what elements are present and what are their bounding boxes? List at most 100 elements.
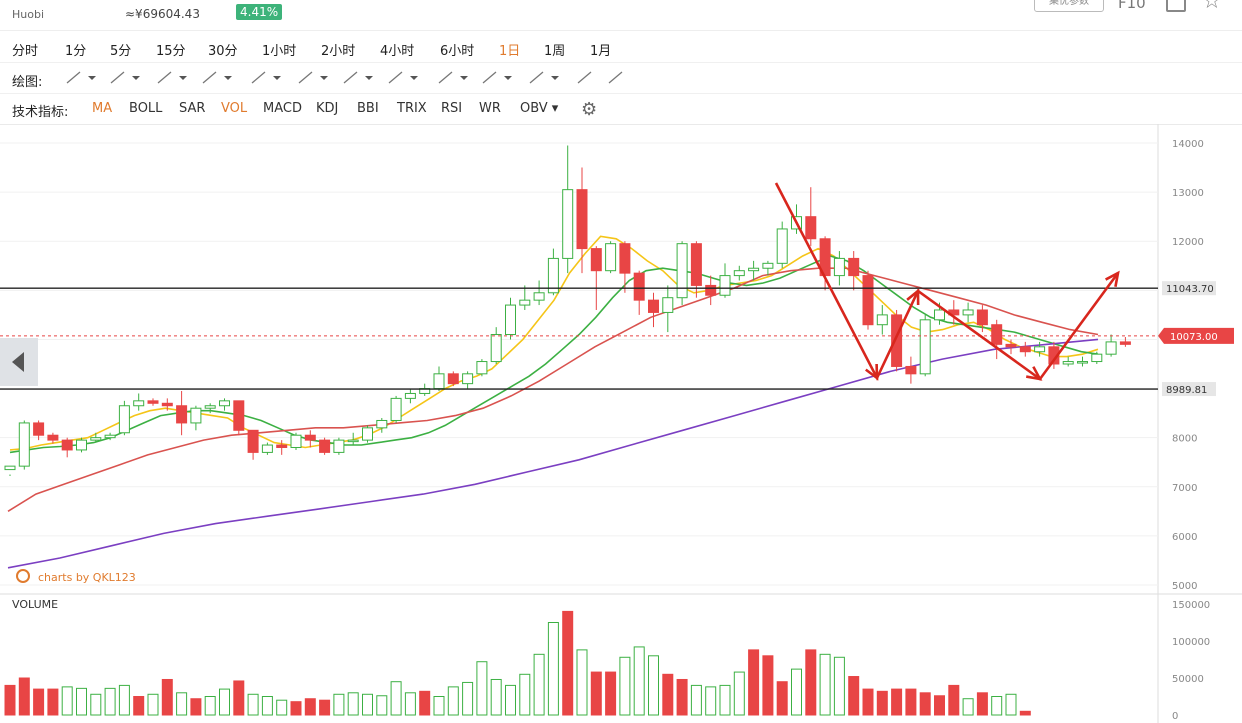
candle-body [633,272,645,301]
candle-body [547,257,559,294]
chart-credit: charts by QKL123 [16,569,136,584]
candle-body [719,275,731,296]
indicator-sar[interactable]: SAR [179,101,206,116]
fav-button[interactable]: 集优参数 [1034,0,1104,12]
volume-bar [662,673,674,716]
candle-body [390,397,402,421]
volume-tick-label: 150000 [1172,600,1210,611]
indicator-trix[interactable]: TRIX [397,101,427,116]
volume-bar [61,686,73,716]
arrow-tool-icon[interactable] [436,69,470,87]
candle-body [905,365,917,375]
drawing-label: 绘图: [12,75,43,90]
volume-bar [304,698,316,716]
indicator-macd[interactable]: MACD [263,101,302,116]
y-tick-label: 12000 [1172,237,1204,248]
price-chart[interactable]: 1400013000120001100010000900080007000600… [0,124,1242,723]
candle-body [662,297,674,313]
cny-price: ≈¥69604.43 [125,7,200,21]
period-tab-0[interactable]: 分时 [12,44,39,59]
candle-body [333,439,345,453]
indicator-ma[interactable]: MA [92,101,113,116]
volume-bar [147,693,159,716]
period-tab-9[interactable]: 1日 [499,44,521,59]
bars-tool-icon[interactable] [575,69,609,87]
channel-tool-icon[interactable] [386,69,420,87]
volume-bar [433,696,445,716]
volume-bar [605,671,617,716]
volume-bar [762,655,774,716]
candle-body [676,243,688,299]
gear-icon[interactable]: ⚙ [581,99,598,120]
candle-body [576,189,588,250]
candle-body [805,216,817,240]
text-tool-icon[interactable] [527,69,561,87]
angle-tool-icon[interactable] [155,69,189,87]
circle-tool-icon[interactable] [200,69,234,87]
scroll-left-button[interactable] [0,338,38,386]
volume-bar [161,678,173,716]
period-tab-7[interactable]: 4小时 [380,44,415,59]
credit-text: charts by QKL123 [38,571,136,584]
fib-tool-icon[interactable] [341,69,375,87]
volume-bar [576,649,588,716]
line-tool-icon[interactable] [64,69,98,87]
ma-line-ma30 [7,267,1099,512]
candle-body [147,400,159,404]
period-tab-10[interactable]: 1周 [544,44,566,59]
volume-bar [991,696,1003,716]
indicator-boll[interactable]: BOLL [129,101,163,116]
period-tab-4[interactable]: 30分 [208,44,238,59]
candle-body [290,434,302,448]
ray-tool-icon[interactable] [108,69,142,87]
volume-tick-label: 100000 [1172,637,1210,648]
screenshot-icon[interactable] [1166,0,1186,12]
candle-body [748,267,760,272]
candle-body [562,189,574,259]
indicator-label: 技术指标: [12,105,69,120]
volume-bar [748,649,760,716]
volume-bar [676,678,688,716]
indicator-vol[interactable]: VOL [221,101,248,116]
trash-icon[interactable] [606,69,640,87]
volume-bar [276,699,288,716]
candle-body [962,309,974,316]
indicator-rsi[interactable]: RSI [441,101,463,116]
candle-body [476,361,488,375]
candle-body [519,299,531,306]
star-icon[interactable]: ☆ [1202,0,1222,14]
annotation-arrowhead [1025,366,1043,381]
volume-bar [76,687,87,716]
candle-body [47,434,59,441]
indicator-bbi[interactable]: BBI [357,101,379,116]
volume-bar [462,681,474,716]
f10-button[interactable]: F10 [1118,0,1146,12]
candle-body [648,299,659,313]
volume-bar [204,696,216,716]
exchange-name: Huobi [12,8,45,21]
range-tool-icon[interactable] [480,69,514,87]
candle-body [33,422,45,436]
period-tab-11[interactable]: 1月 [590,44,612,59]
indicator-obv[interactable]: OBV ▾ [520,101,559,116]
indicator-wr[interactable]: WR [479,101,501,116]
lower-level-label-bg [1162,382,1216,397]
annotation-arrowhead [865,363,879,381]
volume-tick-label: 0 [1172,711,1178,722]
period-tab-5[interactable]: 1小时 [262,44,297,59]
current-price-label: 10073.00 [1170,332,1218,343]
candle-body [976,309,988,326]
indicator-toolbar: 技术指标: ⚙ MA BOLL SAR VOL MACD KDJ BBI TRIX RSI WR O… [0,94,1242,125]
candle-body [76,439,87,451]
pattern-tool-icon[interactable] [296,69,330,87]
period-tab-8[interactable]: 6小时 [440,44,475,59]
indicator-kdj[interactable]: KDJ [316,101,339,116]
candle-body [590,248,602,272]
candle-body [1034,346,1046,353]
period-tab-3[interactable]: 15分 [156,44,186,59]
period-tab-6[interactable]: 2小时 [321,44,356,59]
wave-tool-icon[interactable] [249,69,283,87]
period-tab-1[interactable]: 1分 [65,44,87,59]
volume-bar [319,699,331,716]
period-tab-2[interactable]: 5分 [110,44,132,59]
